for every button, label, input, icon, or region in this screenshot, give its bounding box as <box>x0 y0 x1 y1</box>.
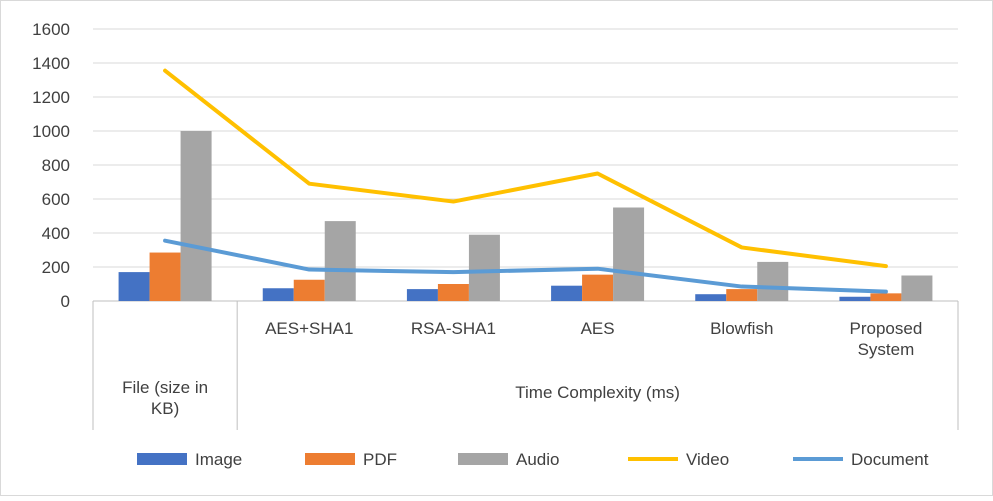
y-tick-label: 1600 <box>32 20 70 39</box>
group-label: Time Complexity (ms) <box>515 383 680 402</box>
y-tick-label: 600 <box>42 190 70 209</box>
y-tick-label: 0 <box>61 292 70 311</box>
y-tick-label: 400 <box>42 224 70 243</box>
legend-swatch-pdf <box>305 453 355 465</box>
y-axis: 0 200 400 600 800 1000 1200 1400 1600 <box>32 20 70 311</box>
x-tick-label: Proposed <box>850 319 923 338</box>
bar-image <box>406 289 438 301</box>
bar-pdf <box>726 289 758 301</box>
bar-audio <box>324 221 356 301</box>
x-tick-label: Blowfish <box>710 319 773 338</box>
legend: Image PDF Audio Video Document <box>137 450 929 469</box>
legend-label-document: Document <box>851 450 929 469</box>
legend-swatch-audio <box>458 453 508 465</box>
group-label: File (size in <box>122 378 208 397</box>
legend-label-audio: Audio <box>516 450 559 469</box>
series-lines <box>163 68 888 294</box>
legend-label-pdf: PDF <box>363 450 397 469</box>
bar-pdf <box>582 274 614 301</box>
y-tick-label: 200 <box>42 258 70 277</box>
x-axis-labels: AES+SHA1 RSA-SHA1 AES Blowfish Proposed Syste… <box>122 319 922 418</box>
bar-pdf <box>870 293 902 301</box>
x-tick-label: AES <box>581 319 615 338</box>
bar-image <box>839 296 871 301</box>
y-tick-label: 1000 <box>32 122 70 141</box>
y-tick-label: 800 <box>42 156 70 175</box>
x-tick-label: AES+SHA1 <box>265 319 353 338</box>
bar-image <box>118 272 150 301</box>
bar-audio <box>613 207 645 301</box>
line-document <box>163 238 888 294</box>
bar-audio <box>757 261 789 301</box>
bar-audio <box>180 131 212 301</box>
bar-pdf <box>149 252 181 301</box>
bar-pdf <box>293 279 325 301</box>
legend-swatch-image <box>137 453 187 465</box>
legend-label-video: Video <box>686 450 729 469</box>
bar-image <box>695 294 727 301</box>
legend-label-image: Image <box>195 450 242 469</box>
bar-image <box>262 288 294 301</box>
group-label: KB) <box>151 399 179 418</box>
bar-audio <box>468 234 500 301</box>
line-video <box>163 68 888 269</box>
x-tick-label: RSA-SHA1 <box>411 319 496 338</box>
bar-pdf <box>437 284 469 301</box>
category-table-lines <box>92 300 959 430</box>
bars <box>118 131 933 301</box>
y-tick-label: 1400 <box>32 54 70 73</box>
bar-image <box>551 285 583 301</box>
y-tick-label: 1200 <box>32 88 70 107</box>
bar-audio <box>901 275 933 301</box>
x-tick-label: System <box>858 340 915 359</box>
